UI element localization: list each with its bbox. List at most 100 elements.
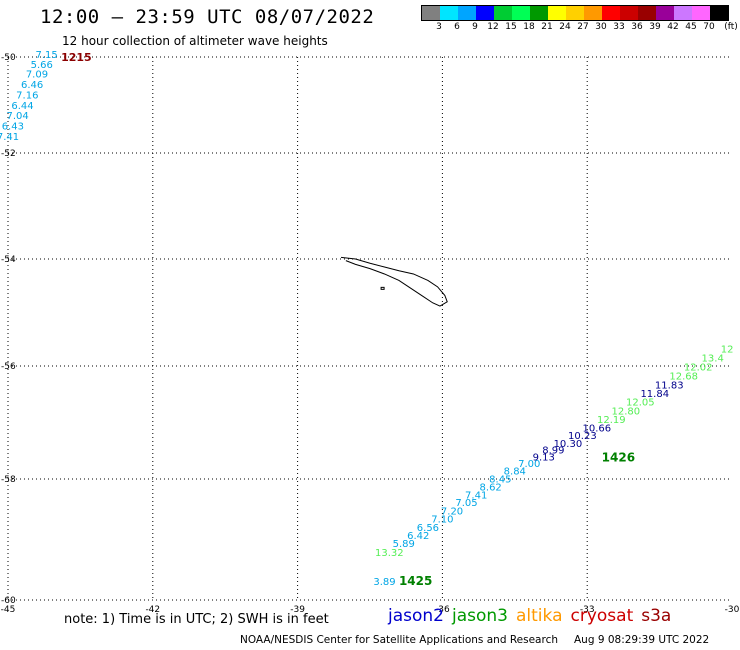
footer-credit: NOAA/NESDIS Center for Satellite Applica… (240, 634, 709, 646)
wave-height-label: 6.44 (11, 101, 33, 112)
legend-tick-label: 12 (487, 22, 499, 32)
legend-swatch (494, 6, 512, 20)
pass-time-label: 1426 (602, 450, 635, 464)
longitude-tick-label: -33 (580, 605, 595, 615)
footer-agency: NOAA/NESDIS Center for Satellite Applica… (240, 634, 558, 646)
longitude-tick-label: -30 (725, 605, 740, 615)
legend-tick-labels: 3 6 9 12 15 18 21 24 27 30 33 36 39 42 45 70 (ft) (421, 22, 740, 34)
legend-swatch (440, 6, 458, 20)
wave-height-label: 12.68 (669, 372, 698, 383)
units-note: note: 1) Time is in UTC; 2) SWH is in fe… (64, 612, 329, 627)
legend-swatch (548, 6, 566, 20)
wave-height-label: 6.46 (21, 80, 43, 91)
latitude-tick-label: -54 (1, 255, 16, 265)
legend-tick-label: 36 (631, 22, 643, 32)
wave-height-label: 10.30 (554, 439, 583, 450)
legend-tick-label: 27 (577, 22, 589, 32)
wave-height-label: 13.4 (702, 354, 724, 365)
wave-height-label: 7.09 (26, 70, 48, 81)
latitude-tick-label: -56 (1, 362, 16, 372)
pass-time-label: 1215 (61, 51, 92, 64)
wave-height-label: 5.89 (393, 539, 415, 550)
legend-tick-label: 45 (685, 22, 697, 32)
wave-height-label: 6.42 (407, 531, 429, 542)
wave-height-label: 7.05 (455, 498, 477, 509)
page-subtitle: 12 hour collection of altimeter wave hei… (62, 34, 328, 48)
legend-swatch (638, 6, 656, 20)
legend-swatch (422, 6, 440, 20)
footer-timestamp: Aug 9 08:29:39 UTC 2022 (574, 634, 710, 646)
legend-tick-label: 33 (613, 22, 625, 32)
legend-swatch (476, 6, 494, 20)
wave-height-label: 8.84 (504, 466, 526, 477)
longitude-tick-label: -36 (435, 605, 450, 615)
wave-height-label: 5.66 (31, 60, 53, 71)
page-title: 12:00 – 23:59 UTC 08/07/2022 (40, 6, 375, 28)
wave-height-label: 12.80 (611, 407, 640, 418)
wave-height-label: 10.23 (568, 431, 597, 442)
south-georgia-island (340, 256, 448, 307)
wave-height-label: 11.83 (655, 381, 684, 392)
satellite-label-cryosat: cryosat (570, 606, 634, 626)
latitude-tick-label: -60 (1, 596, 16, 606)
legend-swatch (602, 6, 620, 20)
legend-swatch (656, 6, 674, 20)
latitude-tick-label: -58 (1, 475, 16, 485)
wave-height-label: 8.45 (489, 475, 511, 486)
latitude-tick-label: -52 (1, 149, 16, 159)
satellite-legend: jason2 jason3 altika cryosat s3a (388, 606, 679, 626)
legend-swatch (512, 6, 530, 20)
wave-height-label: 12.02 (684, 363, 713, 374)
legend-swatch (584, 6, 602, 20)
wave-height-label: 9.13 (533, 452, 555, 463)
legend-tick-label: 9 (472, 22, 478, 32)
wave-height-label: 7.20 (441, 507, 463, 518)
legend-tick-label: 42 (667, 22, 679, 32)
longitude-tick-label: -45 (1, 605, 16, 615)
wave-height-label: 13.32 (375, 548, 404, 559)
wave-height-label: 7.10 (431, 515, 453, 526)
legend-swatch (566, 6, 584, 20)
longitude-tick-label: -39 (290, 605, 305, 615)
satellite-label-s3a: s3a (641, 606, 672, 626)
wave-height-label: 3.89 (373, 577, 395, 588)
wave-height-label: 6.43 (2, 121, 24, 132)
wave-height-label: 6.56 (417, 523, 439, 534)
pass-time-label: 1425 (399, 574, 432, 588)
legend-tick-label: 70 (703, 22, 715, 32)
wave-height-label: 7.15 (35, 50, 57, 61)
legend-swatch (530, 6, 548, 20)
legend-tick-label: 18 (523, 22, 535, 32)
wave-height-label: 12.19 (597, 415, 626, 426)
legend-swatch (620, 6, 638, 20)
legend-swatch (692, 6, 710, 20)
wave-height-label: 11.84 (640, 389, 669, 400)
legend-tick-label: 39 (649, 22, 661, 32)
wave-height-label: 8.62 (480, 482, 502, 493)
satellite-label-altika: altika (516, 606, 563, 626)
legend-swatch (458, 6, 476, 20)
wave-height-color-legend: 3 6 9 12 15 18 21 24 27 30 33 36 39 42 45 70 (ft) (421, 5, 738, 33)
wave-height-label: 7.00 (518, 459, 540, 470)
wave-height-label: 7.41 (0, 132, 19, 143)
legend-tick-label: 6 (454, 22, 460, 32)
legend-unit-label: (ft) (724, 22, 738, 32)
legend-tick-label: 30 (595, 22, 607, 32)
wave-height-label: 7.04 (7, 111, 29, 122)
legend-tick-label: 15 (505, 22, 517, 32)
satellite-label-jason2: jason2 (388, 606, 444, 626)
legend-swatch (674, 6, 692, 20)
legend-tick-label: 24 (559, 22, 571, 32)
longitude-tick-label: -42 (145, 605, 160, 615)
wave-height-label: 7.41 (465, 490, 487, 501)
wave-height-label: 8.99 (542, 446, 564, 457)
legend-swatch (710, 6, 728, 20)
wave-height-label: 7.16 (16, 90, 38, 101)
wave-height-label: 10.66 (583, 424, 612, 435)
legend-tick-label: 21 (541, 22, 553, 32)
satellite-label-jason3: jason3 (452, 606, 508, 626)
wave-height-label: 12.05 (626, 398, 655, 409)
wave-height-label: 12 (721, 345, 734, 356)
